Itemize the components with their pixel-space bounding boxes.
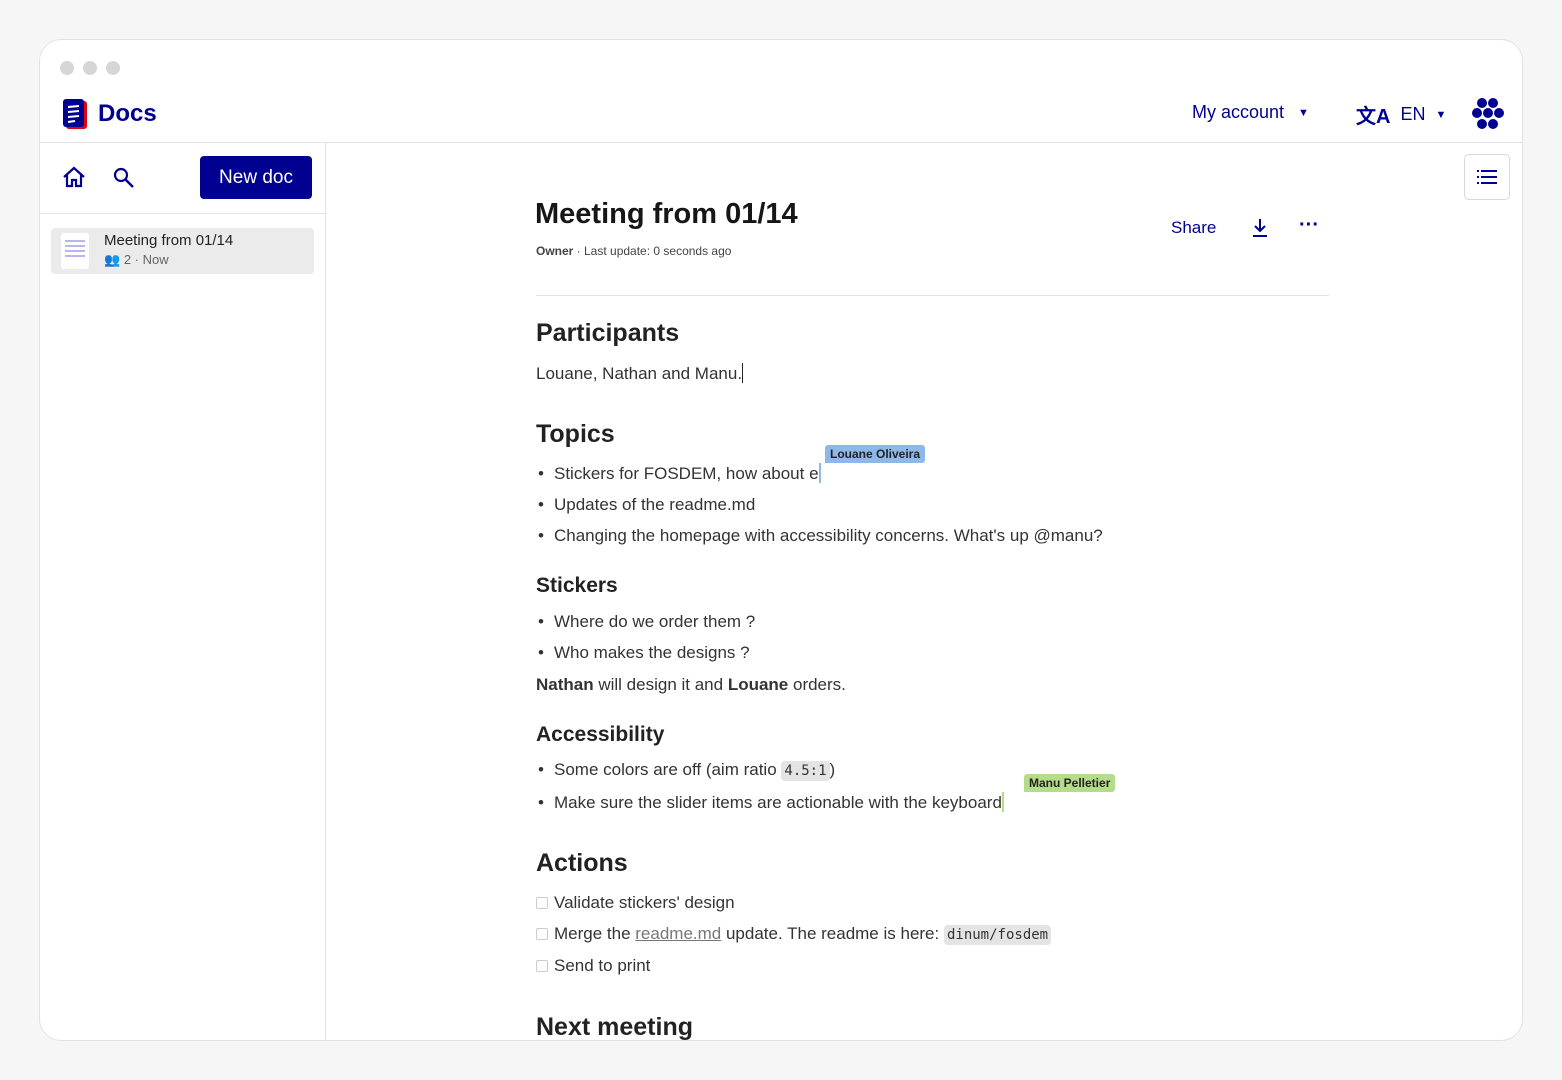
download-icon[interactable] bbox=[1251, 218, 1269, 238]
readme-link[interactable]: readme.md bbox=[635, 924, 722, 943]
checklist-item[interactable]: Validate stickers' design bbox=[536, 893, 735, 913]
app-logo[interactable]: Docs bbox=[62, 98, 157, 130]
account-label: My account bbox=[1192, 102, 1285, 122]
new-doc-button[interactable]: New doc bbox=[200, 156, 312, 199]
list-item[interactable]: Make sure the slider items are actionabl… bbox=[538, 792, 1004, 813]
doc-list-item[interactable]: Meeting from 01/14 👥 2 · Now bbox=[51, 228, 314, 274]
app-window: Docs My account ▼ 文A EN ▼ New doc Meetin… bbox=[39, 39, 1523, 1041]
people-icon: 👥 bbox=[104, 252, 121, 267]
docs-logo-icon bbox=[63, 99, 87, 129]
checkbox[interactable] bbox=[536, 960, 548, 972]
table-of-contents-button[interactable] bbox=[1464, 154, 1510, 200]
list-item[interactable]: Where do we order them ? bbox=[538, 612, 755, 632]
checkbox[interactable] bbox=[536, 928, 548, 940]
checklist-item[interactable]: Merge the readme.md update. The readme i… bbox=[536, 924, 1052, 945]
header-divider bbox=[40, 142, 1522, 143]
sidebar-section-divider bbox=[40, 213, 325, 214]
doc-item-meta: 👥 2 · Now bbox=[104, 252, 169, 267]
window-dot bbox=[83, 61, 97, 75]
caret-down-icon: ▼ bbox=[1435, 108, 1447, 121]
list-item[interactable]: Some colors are off (aim ratio 4.5:1) bbox=[538, 760, 835, 781]
doc-title[interactable]: Meeting from 01/14 bbox=[535, 198, 798, 230]
sidebar-divider bbox=[325, 142, 326, 1040]
doc-item-title: Meeting from 01/14 bbox=[104, 232, 234, 249]
translate-icon: 文A bbox=[1356, 106, 1391, 128]
collaborator-cursor-label: Louane Oliveira bbox=[825, 445, 926, 463]
window-dot bbox=[106, 61, 120, 75]
caret-down-icon: ▼ bbox=[1298, 106, 1309, 119]
my-account-button[interactable]: My account ▼ bbox=[1192, 102, 1309, 123]
heading-stickers[interactable]: Stickers bbox=[536, 574, 618, 597]
doc-meta: Owner · Last update: 0 seconds ago bbox=[536, 244, 732, 258]
collaborator-cursor-label: Manu Pelletier bbox=[1024, 774, 1116, 792]
heading-actions[interactable]: Actions bbox=[536, 849, 628, 877]
share-button[interactable]: Share bbox=[1171, 218, 1217, 237]
home-icon[interactable] bbox=[62, 166, 86, 188]
title-divider bbox=[536, 295, 1329, 296]
list-item[interactable]: Updates of the readme.md bbox=[538, 495, 755, 515]
text-cursor bbox=[742, 363, 744, 383]
checklist-item[interactable]: Send to print bbox=[536, 956, 650, 976]
list-icon bbox=[1477, 170, 1497, 184]
checkbox[interactable] bbox=[536, 897, 548, 909]
heading-next-meeting[interactable]: Next meeting bbox=[536, 1013, 693, 1041]
language-selector[interactable]: 文A EN ▼ bbox=[1356, 100, 1446, 129]
suite-apps-icon[interactable] bbox=[1471, 97, 1505, 131]
more-options-icon[interactable]: ··· bbox=[1299, 214, 1319, 236]
heading-topics[interactable]: Topics bbox=[536, 420, 615, 448]
heading-participants[interactable]: Participants bbox=[536, 319, 680, 347]
participants-text[interactable]: Louane, Nathan and Manu. bbox=[536, 363, 744, 383]
language-label: EN bbox=[1400, 104, 1426, 124]
window-dot bbox=[60, 61, 74, 75]
list-item[interactable]: Changing the homepage with accessibility… bbox=[538, 526, 1103, 546]
stickers-note[interactable]: Nathan will design it and Louane orders. bbox=[536, 675, 846, 694]
heading-accessibility[interactable]: Accessibility bbox=[536, 723, 665, 746]
app-name: Docs bbox=[98, 100, 157, 127]
list-item[interactable]: Stickers for FOSDEM, how about e bbox=[538, 463, 821, 484]
search-icon[interactable] bbox=[113, 167, 135, 189]
list-item[interactable]: Who makes the designs ? bbox=[538, 643, 750, 663]
doc-file-icon bbox=[61, 233, 89, 269]
